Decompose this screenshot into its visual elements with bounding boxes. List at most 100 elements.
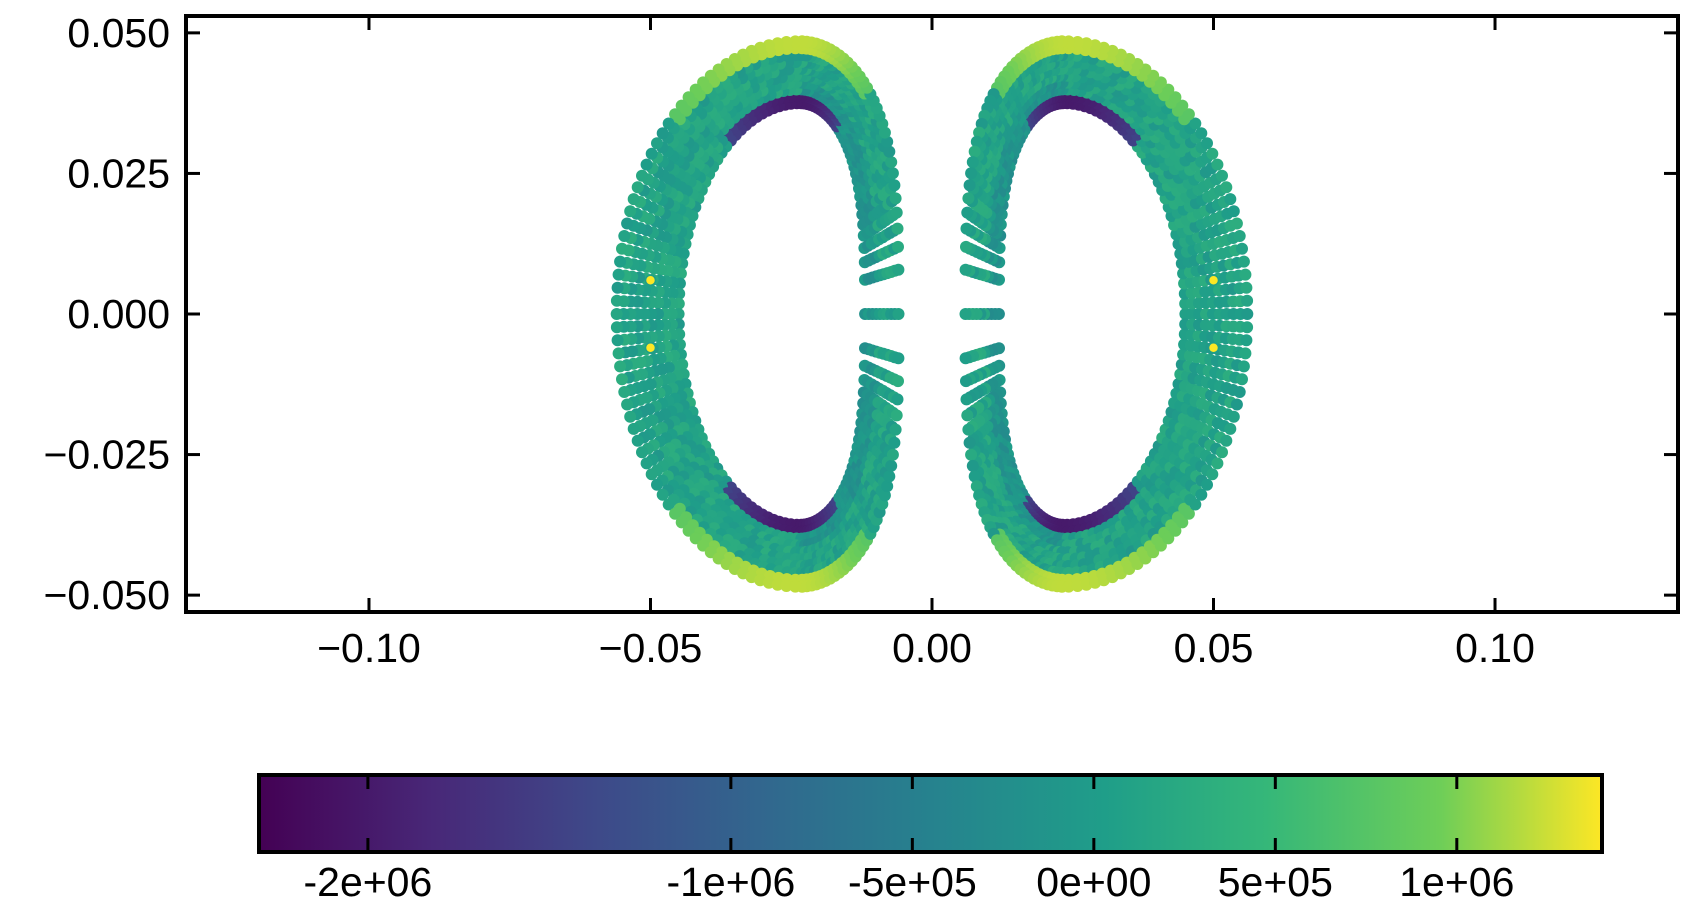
scatter-point xyxy=(631,181,644,194)
scatter-point xyxy=(771,578,784,591)
scatter-point xyxy=(616,373,628,386)
scatter-point xyxy=(889,192,902,205)
scatter-point xyxy=(883,470,896,483)
scatter-point xyxy=(959,352,972,365)
highlight-point xyxy=(1207,274,1220,287)
scatter-point xyxy=(881,480,894,493)
scatter-point xyxy=(645,468,658,481)
scatter-point xyxy=(616,242,628,255)
scatter-point xyxy=(965,448,978,461)
scatter-point xyxy=(612,268,625,281)
scatter-point xyxy=(1239,347,1252,360)
scatter-point xyxy=(1071,580,1084,592)
scatter-point xyxy=(675,516,688,529)
scatter-point xyxy=(885,156,898,169)
scatter-point xyxy=(1071,36,1084,48)
scatter-point xyxy=(1237,255,1250,268)
scatter-point xyxy=(886,448,899,461)
scatter-point xyxy=(892,308,905,320)
x-axis: −0.10 −0.05 0.00 0.05 0.10 xyxy=(317,16,1535,671)
scatter-point xyxy=(889,423,902,436)
scatter-point xyxy=(1230,217,1243,230)
scatter-point xyxy=(959,263,972,276)
scatter-point xyxy=(689,532,702,545)
y-tick-label: 0.025 xyxy=(67,150,170,196)
scatter-point xyxy=(885,459,898,472)
scatter-point xyxy=(1201,137,1213,150)
scatter-point xyxy=(631,434,644,447)
scatter-point xyxy=(627,193,640,206)
scatter-point xyxy=(1162,83,1175,96)
scatter-point xyxy=(682,524,695,537)
scatter-point xyxy=(878,489,891,502)
scatter-point xyxy=(618,230,631,242)
scatter-point xyxy=(612,347,625,360)
scatter-point xyxy=(1220,181,1233,194)
scatter-point xyxy=(966,459,979,472)
scatter-point xyxy=(890,409,903,422)
scatter-point xyxy=(892,375,904,388)
y-tick-label: −0.025 xyxy=(43,432,170,478)
colorbar-tick-label: -2e+06 xyxy=(303,859,432,905)
scatter-point xyxy=(656,488,669,501)
scatter-point xyxy=(1206,147,1219,160)
y-tick-label: 0.000 xyxy=(67,291,170,337)
scatter-point xyxy=(610,308,623,320)
scatter-point xyxy=(891,222,904,235)
scatter-point xyxy=(1241,321,1254,334)
y-axis: 0.050 0.025 0.000 −0.025 −0.050 xyxy=(43,10,1678,618)
plot-area-frame xyxy=(184,14,1680,614)
scatter-point xyxy=(1227,410,1240,423)
scatter-point xyxy=(645,147,658,160)
scatter-point xyxy=(656,127,669,140)
scatter-point xyxy=(890,206,903,219)
scatter-point xyxy=(1224,422,1237,435)
scatter-point xyxy=(1195,127,1208,140)
scatter-point xyxy=(1182,507,1195,520)
scatter-point xyxy=(886,167,899,180)
colorbar-tick-label: 1e+06 xyxy=(1399,859,1514,905)
scatter-point xyxy=(689,83,702,96)
scatter-point xyxy=(888,436,901,449)
scatter-point xyxy=(1216,169,1228,182)
scatter-point xyxy=(1241,294,1254,307)
scatter-point xyxy=(682,91,695,104)
scatter-point xyxy=(1216,446,1228,459)
highlight-point xyxy=(644,341,657,354)
scatter-point xyxy=(1211,158,1224,171)
scatter-point xyxy=(1195,488,1208,501)
scatter-point xyxy=(640,158,653,171)
scatter-point xyxy=(959,308,972,320)
scatter-point xyxy=(1182,108,1195,121)
y-tick-label: −0.050 xyxy=(43,572,170,618)
scatter-point xyxy=(963,179,976,192)
x-tick-label: 0.00 xyxy=(892,625,972,671)
y-tick-label: 0.050 xyxy=(67,10,170,56)
scatter-point xyxy=(1201,478,1213,491)
x-tick-label: 0.10 xyxy=(1455,625,1535,671)
scatter-point xyxy=(1230,398,1243,411)
scatter-point xyxy=(961,206,974,219)
scatter-point xyxy=(675,99,688,112)
scatter-point xyxy=(1080,37,1093,50)
scatter-point xyxy=(614,360,627,373)
highlight-point xyxy=(1207,341,1220,354)
scatter-point xyxy=(669,507,682,520)
scatter-point xyxy=(614,255,627,268)
scatter-point xyxy=(892,352,905,365)
colorbar-tick-label: 0e+00 xyxy=(1036,859,1151,905)
scatter-point xyxy=(1169,91,1182,104)
x-tick-label: −0.10 xyxy=(317,625,421,671)
scatter-point xyxy=(651,137,663,150)
scatter-points-layer xyxy=(610,35,1254,593)
scatter-point xyxy=(962,192,975,205)
scatter-point xyxy=(1189,117,1202,130)
scatter-point xyxy=(636,169,648,182)
scatter-point xyxy=(1176,99,1189,112)
scatter-point xyxy=(1176,516,1189,529)
scatter-point xyxy=(640,457,653,470)
scatter-point xyxy=(960,393,973,406)
scatter-point xyxy=(1240,334,1253,347)
colorbar-tick-label: -5e+05 xyxy=(848,859,977,905)
